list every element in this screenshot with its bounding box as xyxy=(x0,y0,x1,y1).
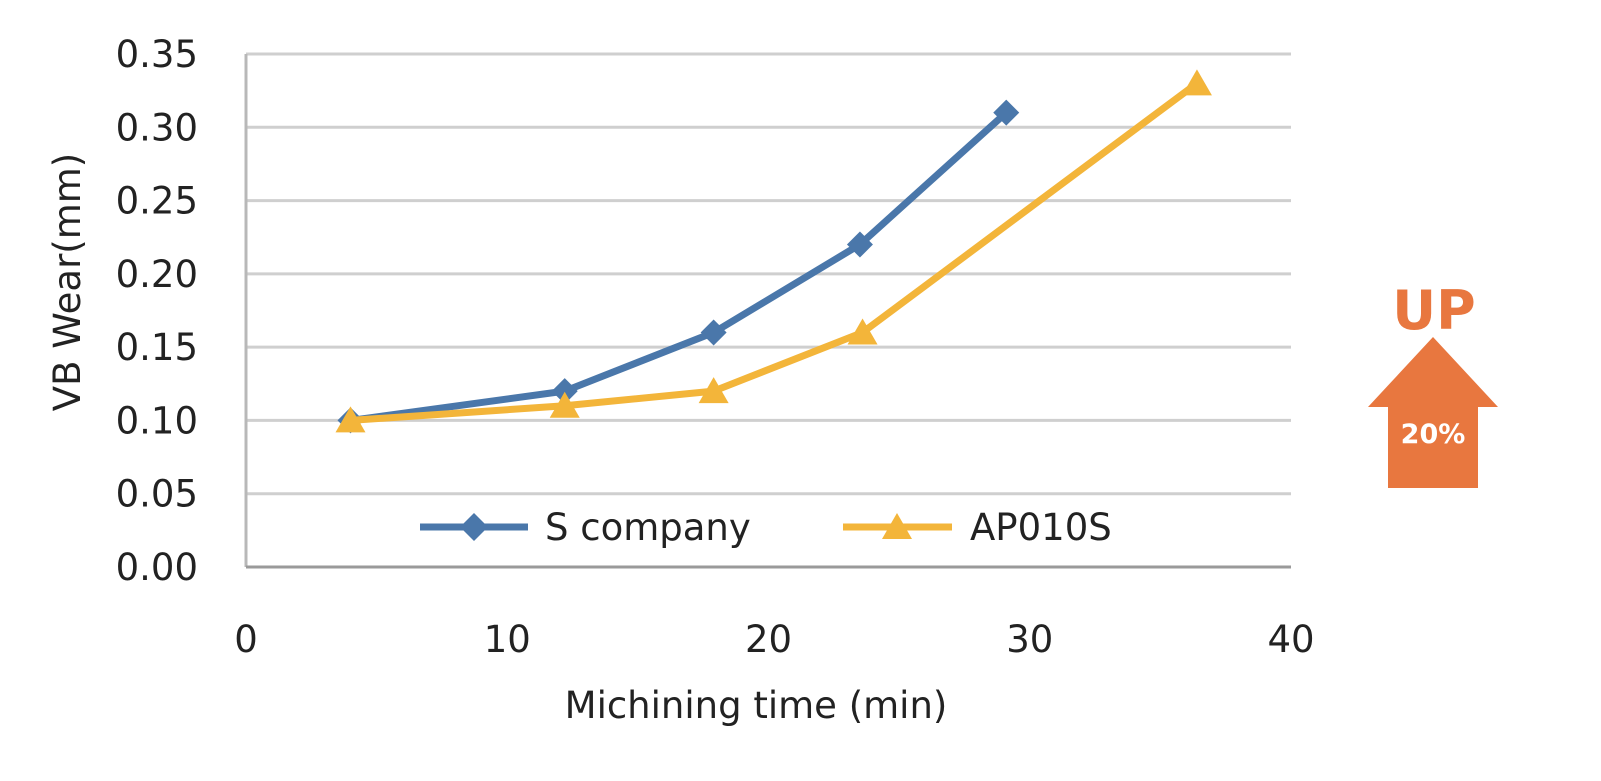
grid-lines xyxy=(246,52,1291,496)
x-tick-label: 20 xyxy=(745,618,792,661)
y-tick-label: 0.35 xyxy=(116,33,198,76)
series xyxy=(335,69,1212,434)
data-point-s-company xyxy=(993,99,1020,126)
y-tick-label: 0.20 xyxy=(116,253,198,296)
data-point-s-company xyxy=(551,378,578,405)
x-tick-labels: 0 10 20 30 40 xyxy=(234,618,1314,661)
x-axis-title: Michining time (min) xyxy=(565,684,948,727)
up-percentage: 20% xyxy=(1401,419,1466,450)
y-tick-labels: 0.00 0.05 0.10 0.15 0.20 0.25 0.30 0.35 xyxy=(116,33,198,589)
legend-item-ap010s: AP010S xyxy=(843,506,1112,549)
series-line-ap010s xyxy=(350,80,1200,424)
y-tick-label: 0.30 xyxy=(116,106,198,149)
y-tick-label: 0.00 xyxy=(116,546,198,589)
data-point-s-company xyxy=(700,319,727,346)
x-tick-label: 0 xyxy=(234,618,258,661)
data-point-s-company xyxy=(846,231,873,258)
legend-label-s-company: S company xyxy=(545,506,751,549)
x-tick-label: 30 xyxy=(1006,618,1053,661)
x-tick-label: 40 xyxy=(1267,618,1314,661)
arrow-up-icon xyxy=(1368,337,1498,488)
data-point-ap010s xyxy=(549,391,580,418)
legend-marker-s-company xyxy=(460,513,488,541)
legend: S company AP010S xyxy=(420,506,1112,549)
legend-item-s-company: S company xyxy=(420,506,751,549)
y-tick-label: 0.10 xyxy=(116,399,198,442)
improvement-callout: UP 20% xyxy=(1368,279,1498,488)
up-label: UP xyxy=(1392,279,1475,342)
y-tick-label: 0.25 xyxy=(116,180,198,223)
legend-label-ap010s: AP010S xyxy=(970,506,1112,549)
y-axis-title: VB Wear(mm) xyxy=(46,153,89,411)
x-tick-label: 10 xyxy=(484,618,531,661)
legend-marker-ap010s xyxy=(882,513,912,539)
data-point-ap010s xyxy=(1181,69,1212,96)
data-point-ap010s xyxy=(335,406,366,433)
data-point-ap010s xyxy=(847,318,878,345)
y-tick-label: 0.15 xyxy=(116,326,198,369)
y-tick-label: 0.05 xyxy=(116,473,198,516)
data-point-ap010s xyxy=(698,377,729,404)
series-line-s-company xyxy=(350,110,1009,424)
